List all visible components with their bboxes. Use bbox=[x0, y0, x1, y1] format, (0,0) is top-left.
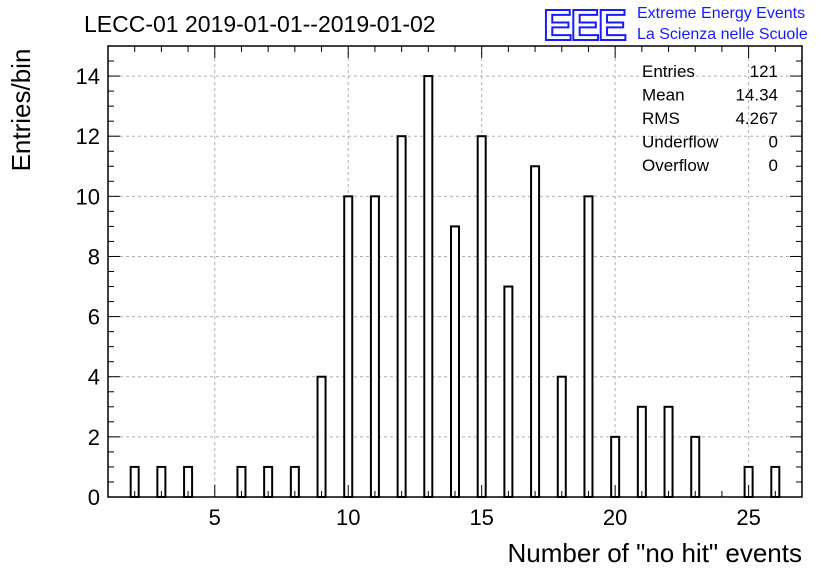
y-tick-label: 12 bbox=[76, 124, 100, 149]
axis-ticks bbox=[108, 46, 802, 498]
x-tick-label: 5 bbox=[209, 505, 221, 530]
stat-value: 0 bbox=[769, 156, 778, 175]
histogram-bar bbox=[396, 135, 407, 498]
y-tick-label: 4 bbox=[88, 365, 100, 390]
stat-value: 121 bbox=[750, 62, 778, 81]
histogram-bar bbox=[636, 405, 647, 498]
stats-box: Entries 121 Mean 14.34 RMS 4.267 Underflow 0 Ove… bbox=[642, 62, 778, 175]
y-tick-label: 6 bbox=[88, 305, 100, 330]
x-tick-label: 15 bbox=[469, 505, 493, 530]
histogram-bar bbox=[449, 225, 461, 498]
tick-labels: 5 10 15 20 25 0 2 4 6 8 10 12 14 bbox=[76, 64, 761, 530]
y-tick-label: 8 bbox=[88, 244, 100, 269]
histogram-bar bbox=[343, 195, 354, 498]
stat-label: RMS bbox=[642, 109, 680, 128]
x-tick-label: 25 bbox=[736, 505, 760, 530]
x-tick-label: 20 bbox=[603, 505, 627, 530]
histogram-bar bbox=[476, 135, 487, 498]
grid-lines bbox=[108, 46, 802, 497]
logo-line-1: Extreme Energy Events bbox=[637, 5, 805, 22]
y-tick-label: 0 bbox=[88, 485, 100, 510]
chart-title: LECC-01 2019-01-01--2019-01-02 bbox=[84, 11, 436, 37]
histogram-bar bbox=[583, 195, 594, 498]
stat-label: Mean bbox=[642, 86, 685, 105]
histogram-bar bbox=[556, 375, 567, 499]
y-tick-label: 2 bbox=[88, 425, 100, 450]
histogram-bar bbox=[369, 195, 380, 498]
logo-line-2: La Scienza nelle Scuole bbox=[637, 26, 808, 43]
y-axis-label: Entries/bin bbox=[6, 49, 36, 172]
histogram-bar bbox=[690, 435, 701, 499]
stat-label: Overflow bbox=[642, 156, 710, 175]
histogram-bar bbox=[530, 165, 541, 498]
stat-value: 14.34 bbox=[735, 86, 778, 105]
stat-label: Underflow bbox=[642, 133, 719, 152]
x-tick-label: 10 bbox=[336, 505, 360, 530]
histogram-bar bbox=[316, 375, 327, 499]
logo-mark: EEE bbox=[543, 1, 626, 50]
eee-logo: EEE Extreme Energy Events La Scienza nel… bbox=[542, 0, 808, 51]
stat-value: 4.267 bbox=[735, 109, 778, 128]
y-tick-label: 14 bbox=[76, 64, 100, 89]
histogram-bar bbox=[423, 75, 434, 498]
x-axis-label: Number of "no hit" events bbox=[508, 538, 803, 568]
y-tick-label: 10 bbox=[76, 184, 100, 209]
stat-label: Entries bbox=[642, 62, 695, 81]
histogram-bar bbox=[503, 285, 514, 498]
histogram-bar bbox=[663, 405, 674, 498]
stat-value: 0 bbox=[769, 133, 778, 152]
